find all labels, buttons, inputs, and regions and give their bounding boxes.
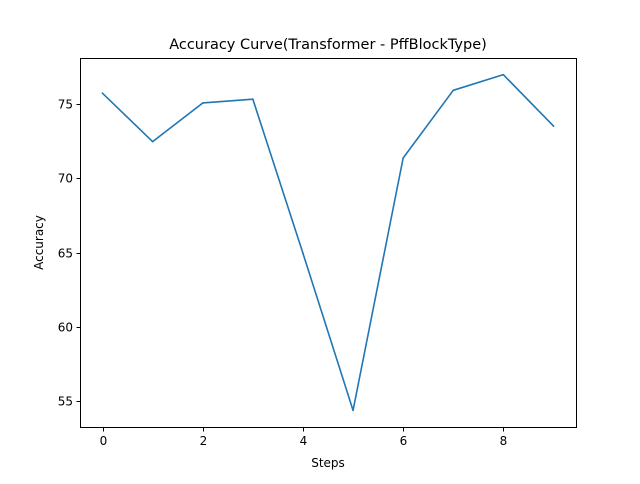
y-axis-label: Accuracy: [32, 215, 46, 270]
data-point: [201, 102, 204, 104]
series-line: [101, 73, 555, 412]
data-point: [452, 89, 455, 92]
y-tick-label: 65: [58, 247, 73, 261]
y-tick-label: 75: [58, 98, 73, 112]
x-tick-label: 6: [400, 434, 408, 448]
data-point: [302, 252, 304, 255]
data-point: [402, 157, 404, 159]
y-tick-label: 70: [58, 172, 73, 186]
x-axis-label: Steps: [311, 456, 345, 470]
series-layer: [101, 73, 555, 412]
x-tick-label: 4: [300, 434, 308, 448]
data-point: [151, 140, 154, 143]
x-tick-label: 8: [500, 434, 508, 448]
y-tick-label: 55: [58, 395, 73, 409]
data-point: [101, 92, 104, 95]
x-axis-ticks: 0 2 4 6 8: [100, 427, 508, 448]
x-tick-label: 2: [200, 434, 208, 448]
plot-frame: [80, 58, 577, 428]
y-tick-label: 60: [58, 321, 73, 335]
data-point: [552, 125, 555, 127]
chart-title: Accuracy Curve(Transformer - PffBlockTyp…: [169, 37, 487, 53]
data-point: [252, 98, 254, 101]
x-tick-label: 0: [100, 434, 108, 448]
y-axis-ticks: 55 60 65 70 75: [58, 98, 81, 409]
plot-area: [80, 58, 576, 427]
data-point: [352, 409, 354, 412]
data-point: [502, 73, 505, 76]
